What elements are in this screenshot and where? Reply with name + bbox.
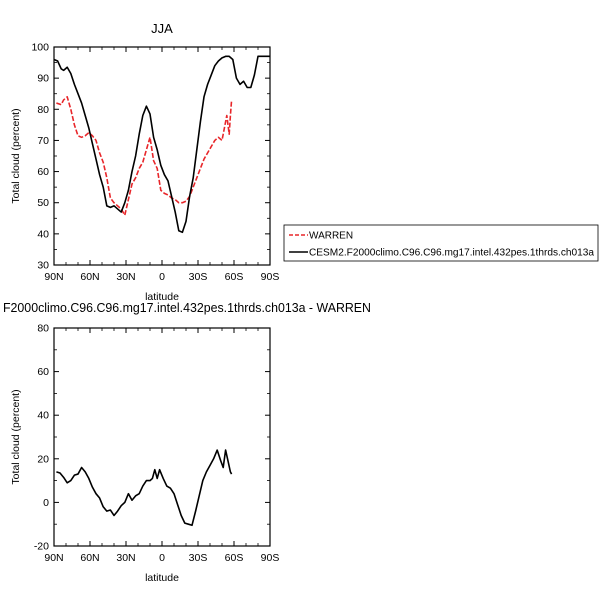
bottom-y-tick-label: 80 [37, 323, 49, 335]
top-x-tick-label: 30N [116, 271, 135, 283]
top-series-layer [53, 55, 270, 234]
bottom-panel: F2000climo.C96.C96.mg17.intel.432pes.1th… [3, 301, 371, 584]
legend: WARREN CESM2.F2000climo.C96.C96.mg17.int… [283, 224, 599, 262]
top-y-tick-label: 80 [37, 104, 49, 116]
bottom-x-tick-label: 60N [80, 552, 99, 564]
top-x-tick-label: 90S [261, 271, 280, 283]
top-y-tick-label: 100 [31, 42, 49, 54]
legend-label-cesm2: CESM2.F2000climo.C96.C96.mg17.intel.432p… [309, 248, 594, 259]
bottom-x-axis-label: latitude [145, 572, 179, 584]
bottom-y-tick-label: 40 [37, 410, 49, 422]
bottom-x-tick-label: 90S [261, 552, 280, 564]
bottom-chart-title: F2000climo.C96.C96.mg17.intel.432pes.1th… [3, 301, 371, 315]
bottom-y-tick-label: 60 [37, 366, 49, 378]
legend-label-warren: WARREN [309, 231, 353, 242]
top-x-tick-label: 60S [225, 271, 244, 283]
bottom-ticks-layer: 90N 60N 30N 0 30S 60S 90S -20 0 20 40 60 80 [34, 323, 280, 565]
top-series-line-0 [56, 96, 233, 216]
bottom-x-tick-label: 0 [159, 552, 165, 564]
top-y-tick-label: 50 [37, 197, 49, 209]
bottom-plot-frame [53, 327, 271, 547]
top-x-tick-label: 0 [159, 271, 165, 283]
bottom-x-tick-label: 90N [44, 552, 63, 564]
bottom-x-tick-label: 60S [225, 552, 244, 564]
top-y-tick-label: 30 [37, 260, 49, 272]
top-y-axis-label: Total cloud (percent) [10, 108, 22, 203]
bottom-x-tick-label: 30S [189, 552, 208, 564]
top-y-tick-label: 40 [37, 228, 49, 240]
bottom-series-line-0 [56, 449, 233, 527]
top-plot-frame [53, 46, 271, 266]
bottom-y-tick-label: 0 [43, 497, 49, 509]
top-y-tick-label: 90 [37, 73, 49, 85]
top-y-tick-label: 70 [37, 135, 49, 147]
bottom-series-layer [56, 449, 233, 527]
top-series-line-1 [53, 55, 270, 234]
bottom-y-axis-label: Total cloud (percent) [10, 389, 22, 484]
top-x-tick-label: 90N [44, 271, 63, 283]
top-panel: JJA 90N 60N 30N 0 30S 60S 90S 30 40 50 60 70 80 90 100… [10, 21, 279, 303]
top-x-axis-label: latitude [145, 291, 179, 303]
bottom-y-tick-label: 20 [37, 453, 49, 465]
top-x-tick-label: 60N [80, 271, 99, 283]
top-chart-title: JJA [151, 21, 173, 36]
top-ticks-layer: 90N 60N 30N 0 30S 60S 90S 30 40 50 60 70 80 90 100 [31, 42, 279, 284]
top-y-tick-label: 60 [37, 166, 49, 178]
top-x-tick-label: 30S [189, 271, 208, 283]
bottom-x-tick-label: 30N [116, 552, 135, 564]
legend-box [283, 224, 599, 262]
bottom-y-tick-label: -20 [34, 541, 49, 553]
